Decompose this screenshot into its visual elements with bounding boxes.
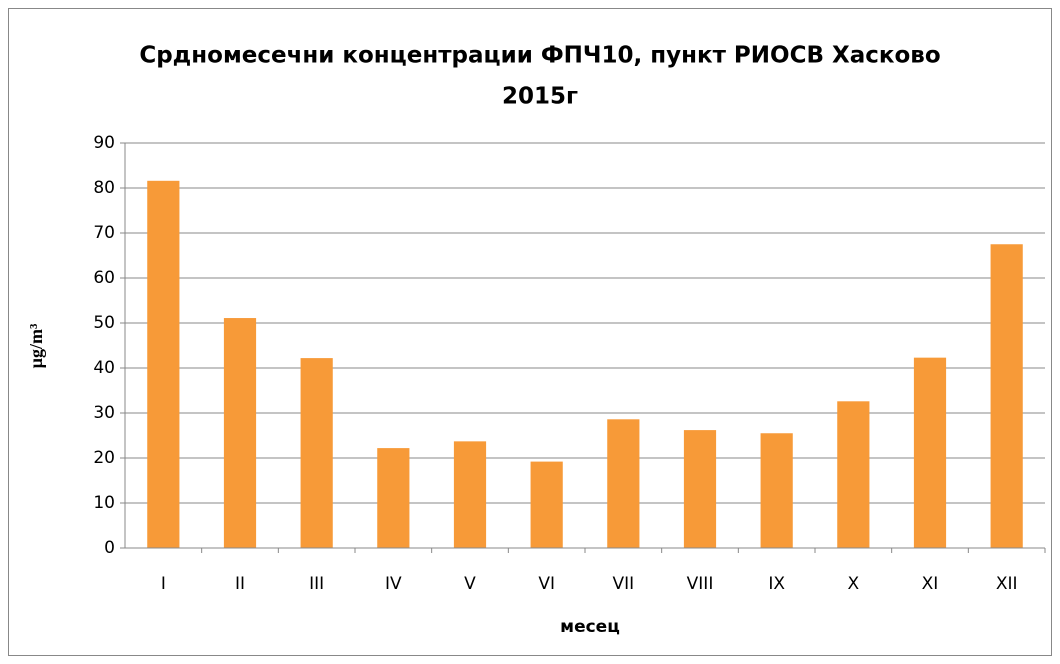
bar [377, 448, 410, 548]
x-tick-label: IX [768, 574, 785, 594]
bar [530, 461, 563, 548]
x-tick-label: I [161, 574, 166, 594]
y-tick-label: 40 [93, 358, 115, 378]
bar [683, 430, 717, 548]
bar [300, 358, 333, 548]
x-tick-label: II [235, 574, 245, 594]
x-tick-label: VIII [687, 574, 714, 594]
bar [223, 318, 257, 548]
x-tick-label: IV [385, 574, 402, 594]
x-axis-label: месец [560, 617, 620, 637]
x-tick-label: VI [538, 574, 555, 594]
y-tick-label: 20 [93, 448, 115, 468]
chart-title: Срдномесечни концентрации ФПЧ10, пункт Р… [139, 43, 940, 69]
x-tick-label: V [464, 574, 476, 594]
y-tick-label: 90 [93, 133, 115, 153]
bar [147, 180, 180, 549]
bar [913, 357, 947, 548]
bar [453, 441, 487, 548]
y-axis-label: µg/m³ [26, 323, 46, 368]
x-tick-label: XII [996, 574, 1018, 594]
y-tick-label: 60 [93, 268, 115, 288]
bar [760, 433, 793, 548]
y-tick-label: 80 [93, 178, 115, 198]
x-tick-label: III [309, 574, 324, 594]
bar [837, 401, 870, 548]
y-tick-label: 0 [104, 538, 115, 558]
x-tick-label: XI [922, 574, 939, 594]
y-tick-label: 30 [93, 403, 115, 423]
bar [990, 244, 1023, 548]
y-tick-label: 10 [93, 493, 115, 513]
x-tick-label: X [848, 574, 860, 594]
y-tick-label: 50 [93, 313, 115, 333]
y-tick-label: 70 [93, 223, 115, 243]
x-tick-label: VII [612, 574, 634, 594]
chart-title: 2015г [502, 84, 578, 110]
bar [607, 419, 640, 548]
